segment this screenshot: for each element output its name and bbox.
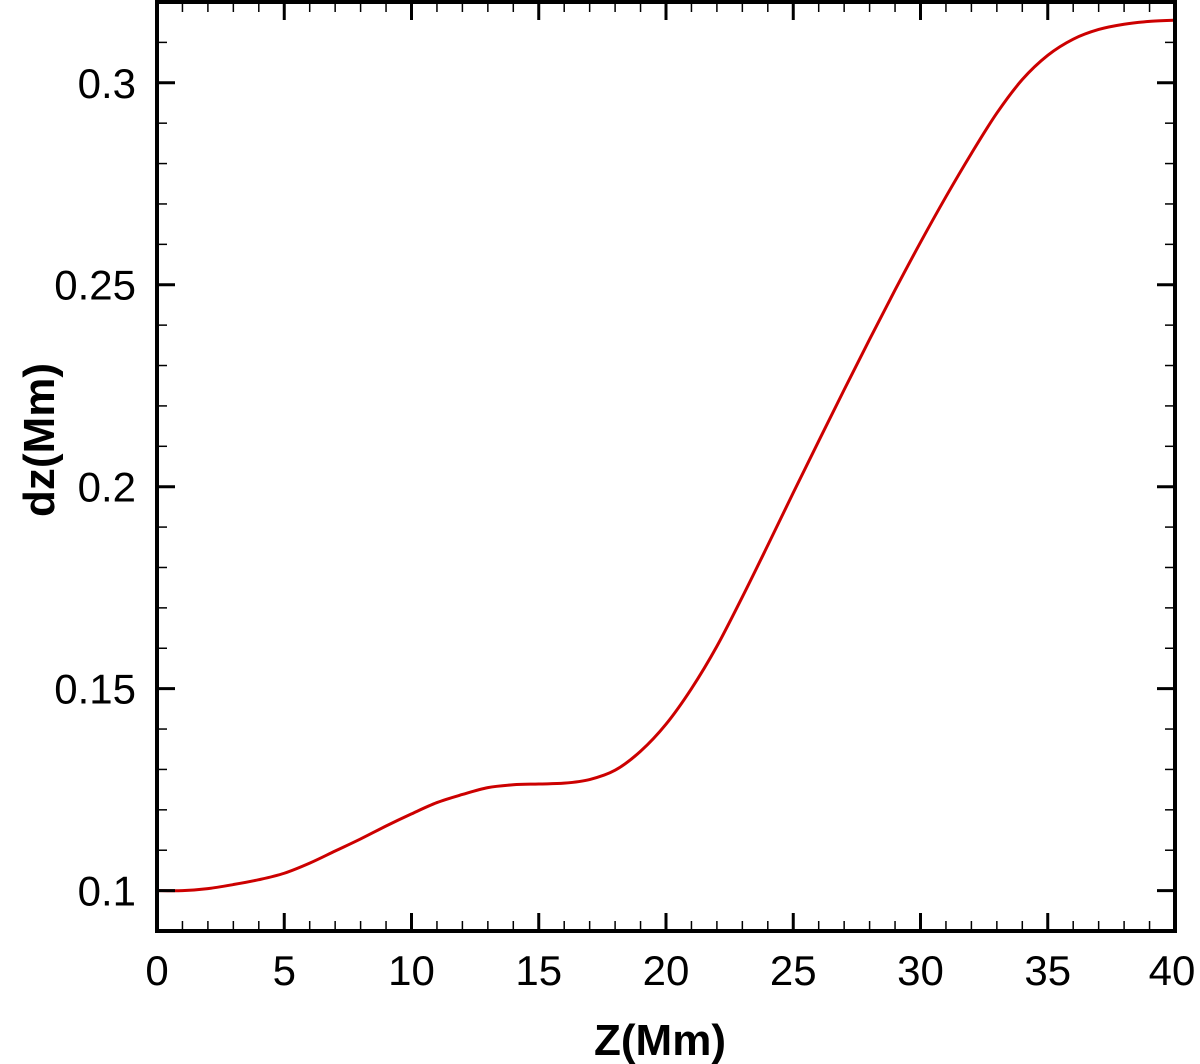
y-tick-label: 0.15: [54, 666, 136, 713]
x-tick-label: 5: [273, 947, 296, 994]
x-tick-label: 10: [388, 947, 435, 994]
x-tick-label: 30: [897, 947, 944, 994]
x-tick-label: 25: [770, 947, 817, 994]
series-line: [155, 18, 1177, 893]
x-tick-label: 15: [515, 947, 562, 994]
x-tick-label: 40: [1149, 947, 1196, 994]
x-axis-title: Z(Mm): [594, 1016, 726, 1064]
y-axis-title: dz(Mm): [15, 363, 64, 517]
y-axis-tick-labels: 0.1 0.15 0.2 0.25 0.3: [54, 60, 136, 915]
x-axis-ticks: [155, 2, 1177, 931]
y-tick-label: 0.3: [78, 60, 136, 107]
plot-content: [155, 18, 1177, 893]
x-tick-label: 35: [1024, 947, 1071, 994]
y-tick-label: 0.2: [78, 464, 136, 511]
y-tick-label: 0.1: [78, 868, 136, 915]
y-axis-ticks: [157, 1, 1175, 932]
x-axis-tick-labels: 0 5 10 15 20 25 30 35 40: [145, 947, 1195, 994]
y-tick-label: 0.25: [54, 262, 136, 309]
x-tick-label: 0: [145, 947, 168, 994]
x-tick-label: 20: [643, 947, 690, 994]
